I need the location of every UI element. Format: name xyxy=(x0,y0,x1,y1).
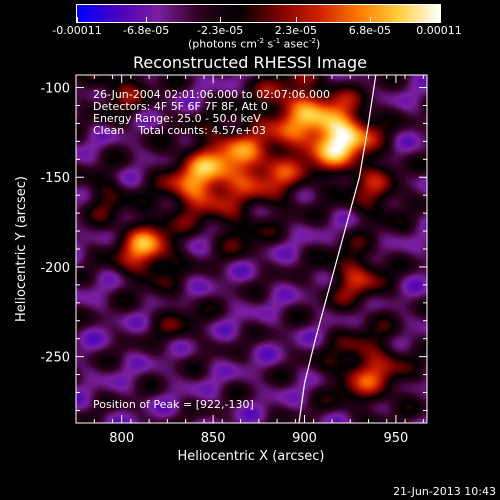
y-tick-label: -150 xyxy=(40,171,70,186)
annotation-time-range: 26-Jun-2004 02:01:06.000 to 02:07:06.000 xyxy=(93,88,331,101)
y-tick-label: -200 xyxy=(40,261,70,276)
y-axis-label: Heliocentric Y (arcsec) xyxy=(14,176,29,322)
x-tick-label: 800 xyxy=(109,431,134,446)
y-tick-label: -250 xyxy=(40,351,70,366)
colorbar-tick-label: 0.00011 xyxy=(416,24,462,37)
annotation-detectors: Detectors: 4F 5F 6F 7F 8F, Att 0 xyxy=(93,100,268,113)
colorbar-tick xyxy=(295,17,297,22)
x-axis-label: Heliocentric X (arcsec) xyxy=(178,449,325,464)
colorbar-gradient xyxy=(76,4,441,23)
annotation-energy-range: Energy Range: 25.0 - 50.0 keV xyxy=(93,112,261,125)
colorbar-units: (photons cm-2 s-1 asec-2) xyxy=(188,37,321,51)
annotation-clean-counts: Clean Total counts: 4.57e+03 xyxy=(93,124,266,137)
y-tick-label: -100 xyxy=(40,82,70,97)
colorbar-tick xyxy=(146,17,148,22)
colorbar-tick-label: -2.3e-05 xyxy=(197,24,244,37)
footer-date: 21-Jun-2013 10:43 xyxy=(393,485,496,498)
colorbar-tick-label: 2.3e-05 xyxy=(274,24,317,37)
x-tick-label: 950 xyxy=(384,431,409,446)
colorbar-tick-label: -6.8e-05 xyxy=(122,24,170,37)
colorbar-tick xyxy=(439,17,440,22)
y-axis: -100 -150 -200 -250 xyxy=(40,82,427,411)
heatmap-image xyxy=(76,75,427,423)
chart-title: Reconstructed RHESSI Image xyxy=(133,53,367,72)
colorbar-tick xyxy=(220,17,222,22)
x-axis: 800 850 900 950 xyxy=(75,75,424,446)
colorbar-tick xyxy=(77,17,78,22)
x-tick-label: 900 xyxy=(292,431,317,446)
annotation-peak-position: Position of Peak = [922,-130] xyxy=(93,398,254,411)
colorbar-tick xyxy=(369,17,371,22)
solar-limb-arc xyxy=(298,74,377,424)
x-tick-label: 850 xyxy=(201,431,226,446)
colorbar-tick-label: -0.00011 xyxy=(52,24,102,37)
colorbar-tick-label: 6.8e-05 xyxy=(348,24,392,37)
